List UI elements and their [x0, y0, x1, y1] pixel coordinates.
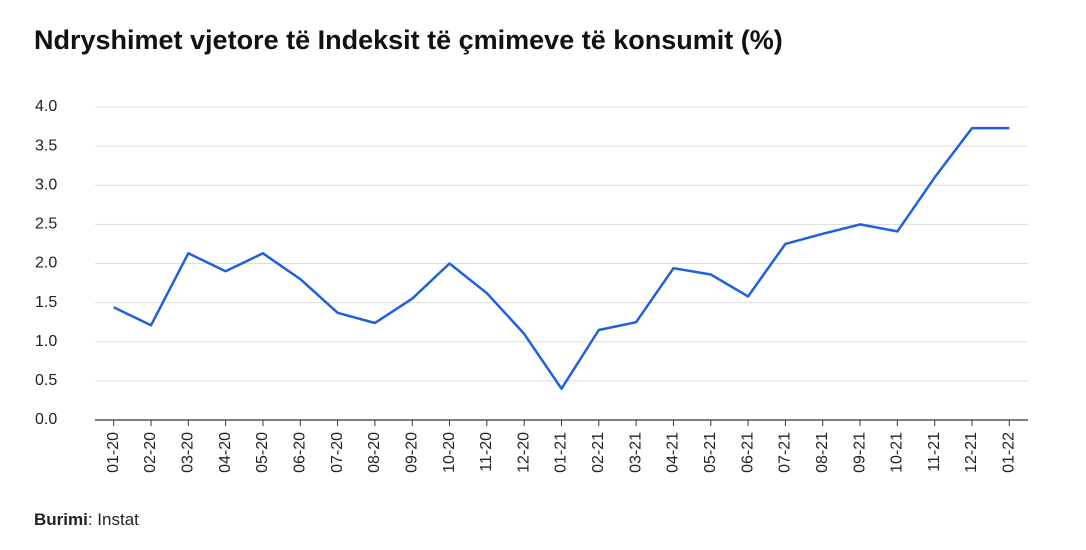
y-tick-label: 0.0 [35, 411, 57, 428]
x-tick-label: 04-20 [217, 432, 234, 473]
y-tick-label: 0.5 [35, 372, 57, 389]
x-tick-label: 05-20 [254, 432, 271, 473]
y-tick-label: 1.0 [35, 333, 57, 350]
x-tick-label: 07-20 [329, 432, 346, 473]
y-tick-label: 1.5 [35, 294, 57, 311]
x-tick-label: 02-20 [142, 432, 159, 473]
x-tick-label: 01-21 [553, 432, 570, 473]
x-tick-label: 08-20 [366, 432, 383, 473]
x-tick-label: 11-20 [478, 432, 495, 472]
x-tick-label: 11-21 [926, 432, 943, 472]
x-tick-label: 09-20 [403, 432, 420, 473]
x-tick-label: 03-21 [627, 432, 644, 473]
x-tick-label: 03-20 [180, 432, 197, 473]
y-tick-label: 4.0 [35, 98, 57, 115]
chart-title: Ndryshimet vjetore të Indeksit të çmimev… [34, 25, 783, 55]
x-tick-label: 01-20 [105, 432, 122, 473]
y-tick-label: 3.0 [35, 176, 57, 193]
x-tick-label: 02-21 [590, 432, 607, 473]
x-tick-label: 06-20 [291, 432, 308, 473]
x-tick-label: 04-21 [665, 432, 682, 473]
x-tick-label: 10-21 [889, 432, 906, 473]
source-label: Burimi [34, 510, 88, 529]
x-tick-label: 05-21 [702, 432, 719, 473]
x-tick-label: 07-21 [777, 432, 794, 473]
y-tick-label: 2.5 [35, 216, 57, 233]
x-tick-label: 06-21 [739, 432, 756, 473]
y-tick-label: 2.0 [35, 255, 57, 272]
x-tick-label: 12-20 [515, 432, 532, 473]
data-line [113, 126, 1010, 390]
x-tick-label: 12-21 [963, 432, 980, 473]
source: Burimi: Instat [34, 510, 139, 529]
x-tick-label: 09-21 [851, 432, 868, 473]
x-tick-label: 01-22 [1001, 432, 1018, 473]
y-tick-label: 3.5 [35, 137, 57, 154]
x-tick-label: 08-21 [814, 432, 831, 473]
source-text: : Instat [88, 510, 139, 529]
x-tick-label: 10-20 [441, 432, 458, 473]
